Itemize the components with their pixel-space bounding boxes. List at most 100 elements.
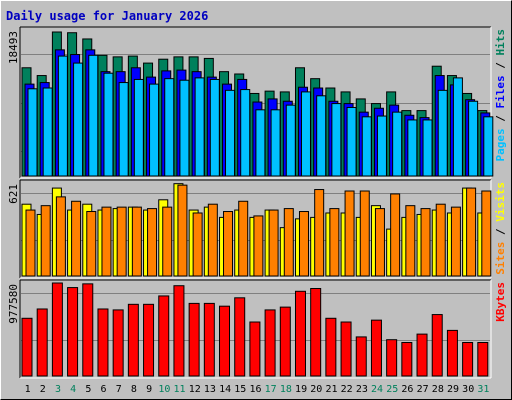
bar-kbytes-day-26: [401, 341, 413, 377]
chart-panel-hits-files-pages: 18493 Pages / Files / Hits: [7, 26, 507, 179]
bar-pages-day-8: [133, 78, 144, 177]
bar-sites-day-15: [238, 200, 249, 277]
x-tick-label-day-19: 19: [295, 384, 307, 395]
bar-kbytes-day-2: [36, 308, 48, 377]
bar-sites-day-3: [55, 196, 66, 277]
x-tick-label-day-18: 18: [280, 384, 292, 395]
x-tick-label-day-7: 7: [116, 384, 122, 395]
bar-sites-day-8: [131, 206, 142, 277]
bar-pages-day-6: [103, 72, 114, 177]
bar-pages-day-9: [149, 83, 160, 177]
x-tick-label-day-25: 25: [386, 384, 398, 395]
bar-pages-day-25: [392, 111, 403, 177]
bar-pages-day-21: [331, 103, 342, 177]
x-tick-label-day-29: 29: [447, 384, 459, 395]
bar-sites-day-20: [314, 189, 325, 277]
bar-sites-day-13: [207, 203, 218, 277]
bar-kbytes-day-6: [97, 308, 109, 377]
bar-kbytes-day-19: [294, 290, 306, 377]
bar-sites-day-17: [268, 209, 279, 277]
bar-sites-day-6: [101, 206, 112, 277]
legend-separator: /: [494, 62, 507, 76]
bar-kbytes-day-27: [416, 333, 428, 377]
bar-pages-day-14: [225, 89, 236, 177]
bar-kbytes-day-23: [355, 336, 367, 377]
x-tick-label-day-31: 31: [477, 384, 489, 395]
bar-pages-day-26: [407, 119, 418, 177]
bar-kbytes-day-31: [477, 341, 489, 377]
bar-kbytes-day-25: [386, 339, 398, 377]
x-tick-label-day-10: 10: [158, 384, 170, 395]
bar-kbytes-day-1: [21, 317, 33, 377]
bar-pages-day-4: [73, 62, 84, 177]
x-tick-label-day-12: 12: [189, 384, 201, 395]
bar-sites-day-5: [86, 211, 97, 277]
chart-title: Daily usage for January 2026: [6, 9, 209, 23]
bar-sites-day-12: [192, 212, 203, 277]
x-tick-label-day-15: 15: [234, 384, 246, 395]
bar-kbytes-day-11: [173, 285, 185, 377]
legend-item-visits: Visits: [494, 182, 507, 228]
bar-pages-day-2: [42, 87, 53, 177]
bar-kbytes-day-16: [249, 321, 261, 377]
bar-pages-day-3: [57, 55, 68, 177]
legend-item-pages: Pages: [494, 128, 507, 161]
bar-pages-day-13: [209, 78, 220, 177]
bar-kbytes-day-13: [203, 302, 215, 377]
bar-sites-day-26: [405, 205, 416, 277]
y-max-label: 621: [7, 184, 20, 204]
bar-kbytes-day-12: [188, 302, 200, 377]
x-tick-label-day-9: 9: [146, 384, 152, 395]
bar-sites-day-23: [359, 190, 370, 277]
x-tick-label-day-23: 23: [356, 384, 368, 395]
bar-sites-day-7: [116, 206, 127, 277]
y-max-label: 18493: [7, 31, 20, 64]
x-tick-label-day-24: 24: [371, 384, 383, 395]
x-tick-label-day-14: 14: [219, 384, 231, 395]
legend-visits-sites: Sites / Visits: [494, 182, 507, 275]
x-tick-label-day-13: 13: [204, 384, 216, 395]
bar-kbytes-day-29: [446, 329, 458, 377]
bar-sites-day-9: [147, 208, 158, 277]
x-tick-label-day-4: 4: [70, 384, 76, 395]
bar-kbytes-day-21: [325, 317, 337, 377]
bar-kbytes-day-8: [127, 303, 139, 377]
legend-kbytes: KBytes: [494, 282, 507, 322]
bar-kbytes-day-30: [462, 341, 474, 377]
legend-separator: /: [494, 115, 507, 129]
legend-item-kbytes: KBytes: [494, 282, 507, 322]
bar-kbytes-day-18: [279, 306, 291, 377]
bar-sites-day-14: [223, 211, 234, 277]
x-tick-label-day-22: 22: [341, 384, 353, 395]
bar-sites-day-11: [177, 184, 188, 277]
bar-pages-day-27: [422, 119, 433, 177]
x-tick-label-day-1: 1: [25, 384, 31, 395]
x-tick-label-day-6: 6: [101, 384, 107, 395]
bar-kbytes-day-15: [234, 297, 246, 377]
bar-sites-day-4: [71, 200, 82, 277]
bar-pages-day-1: [27, 88, 38, 177]
legend-item-sites: Sites: [494, 242, 507, 275]
bar-sites-day-10: [162, 206, 173, 277]
bar-pages-day-20: [316, 95, 327, 177]
x-tick-label-day-27: 27: [417, 384, 429, 395]
bar-pages-day-24: [376, 115, 387, 177]
bar-pages-day-16: [255, 109, 266, 177]
y-max-label: 977580: [7, 284, 20, 324]
bar-pages-day-17: [270, 109, 281, 177]
x-tick-label-day-3: 3: [55, 384, 61, 395]
bar-pages-day-15: [240, 89, 251, 177]
bar-pages-day-22: [346, 106, 357, 177]
bar-pages-day-28: [437, 89, 448, 177]
x-tick-label-day-26: 26: [401, 384, 413, 395]
bar-sites-day-19: [298, 211, 309, 277]
bar-kbytes-day-20: [310, 287, 322, 377]
bar-sites-day-25: [390, 193, 401, 277]
bar-pages-day-10: [164, 78, 175, 177]
legend-hits-files-pages: Pages / Files / Hits: [494, 29, 507, 162]
bar-pages-day-5: [88, 54, 99, 177]
bar-kbytes-day-4: [67, 287, 79, 377]
chart-panel-kbytes: 977580 KBytes: [7, 279, 507, 379]
bar-pages-day-31: [483, 116, 494, 177]
